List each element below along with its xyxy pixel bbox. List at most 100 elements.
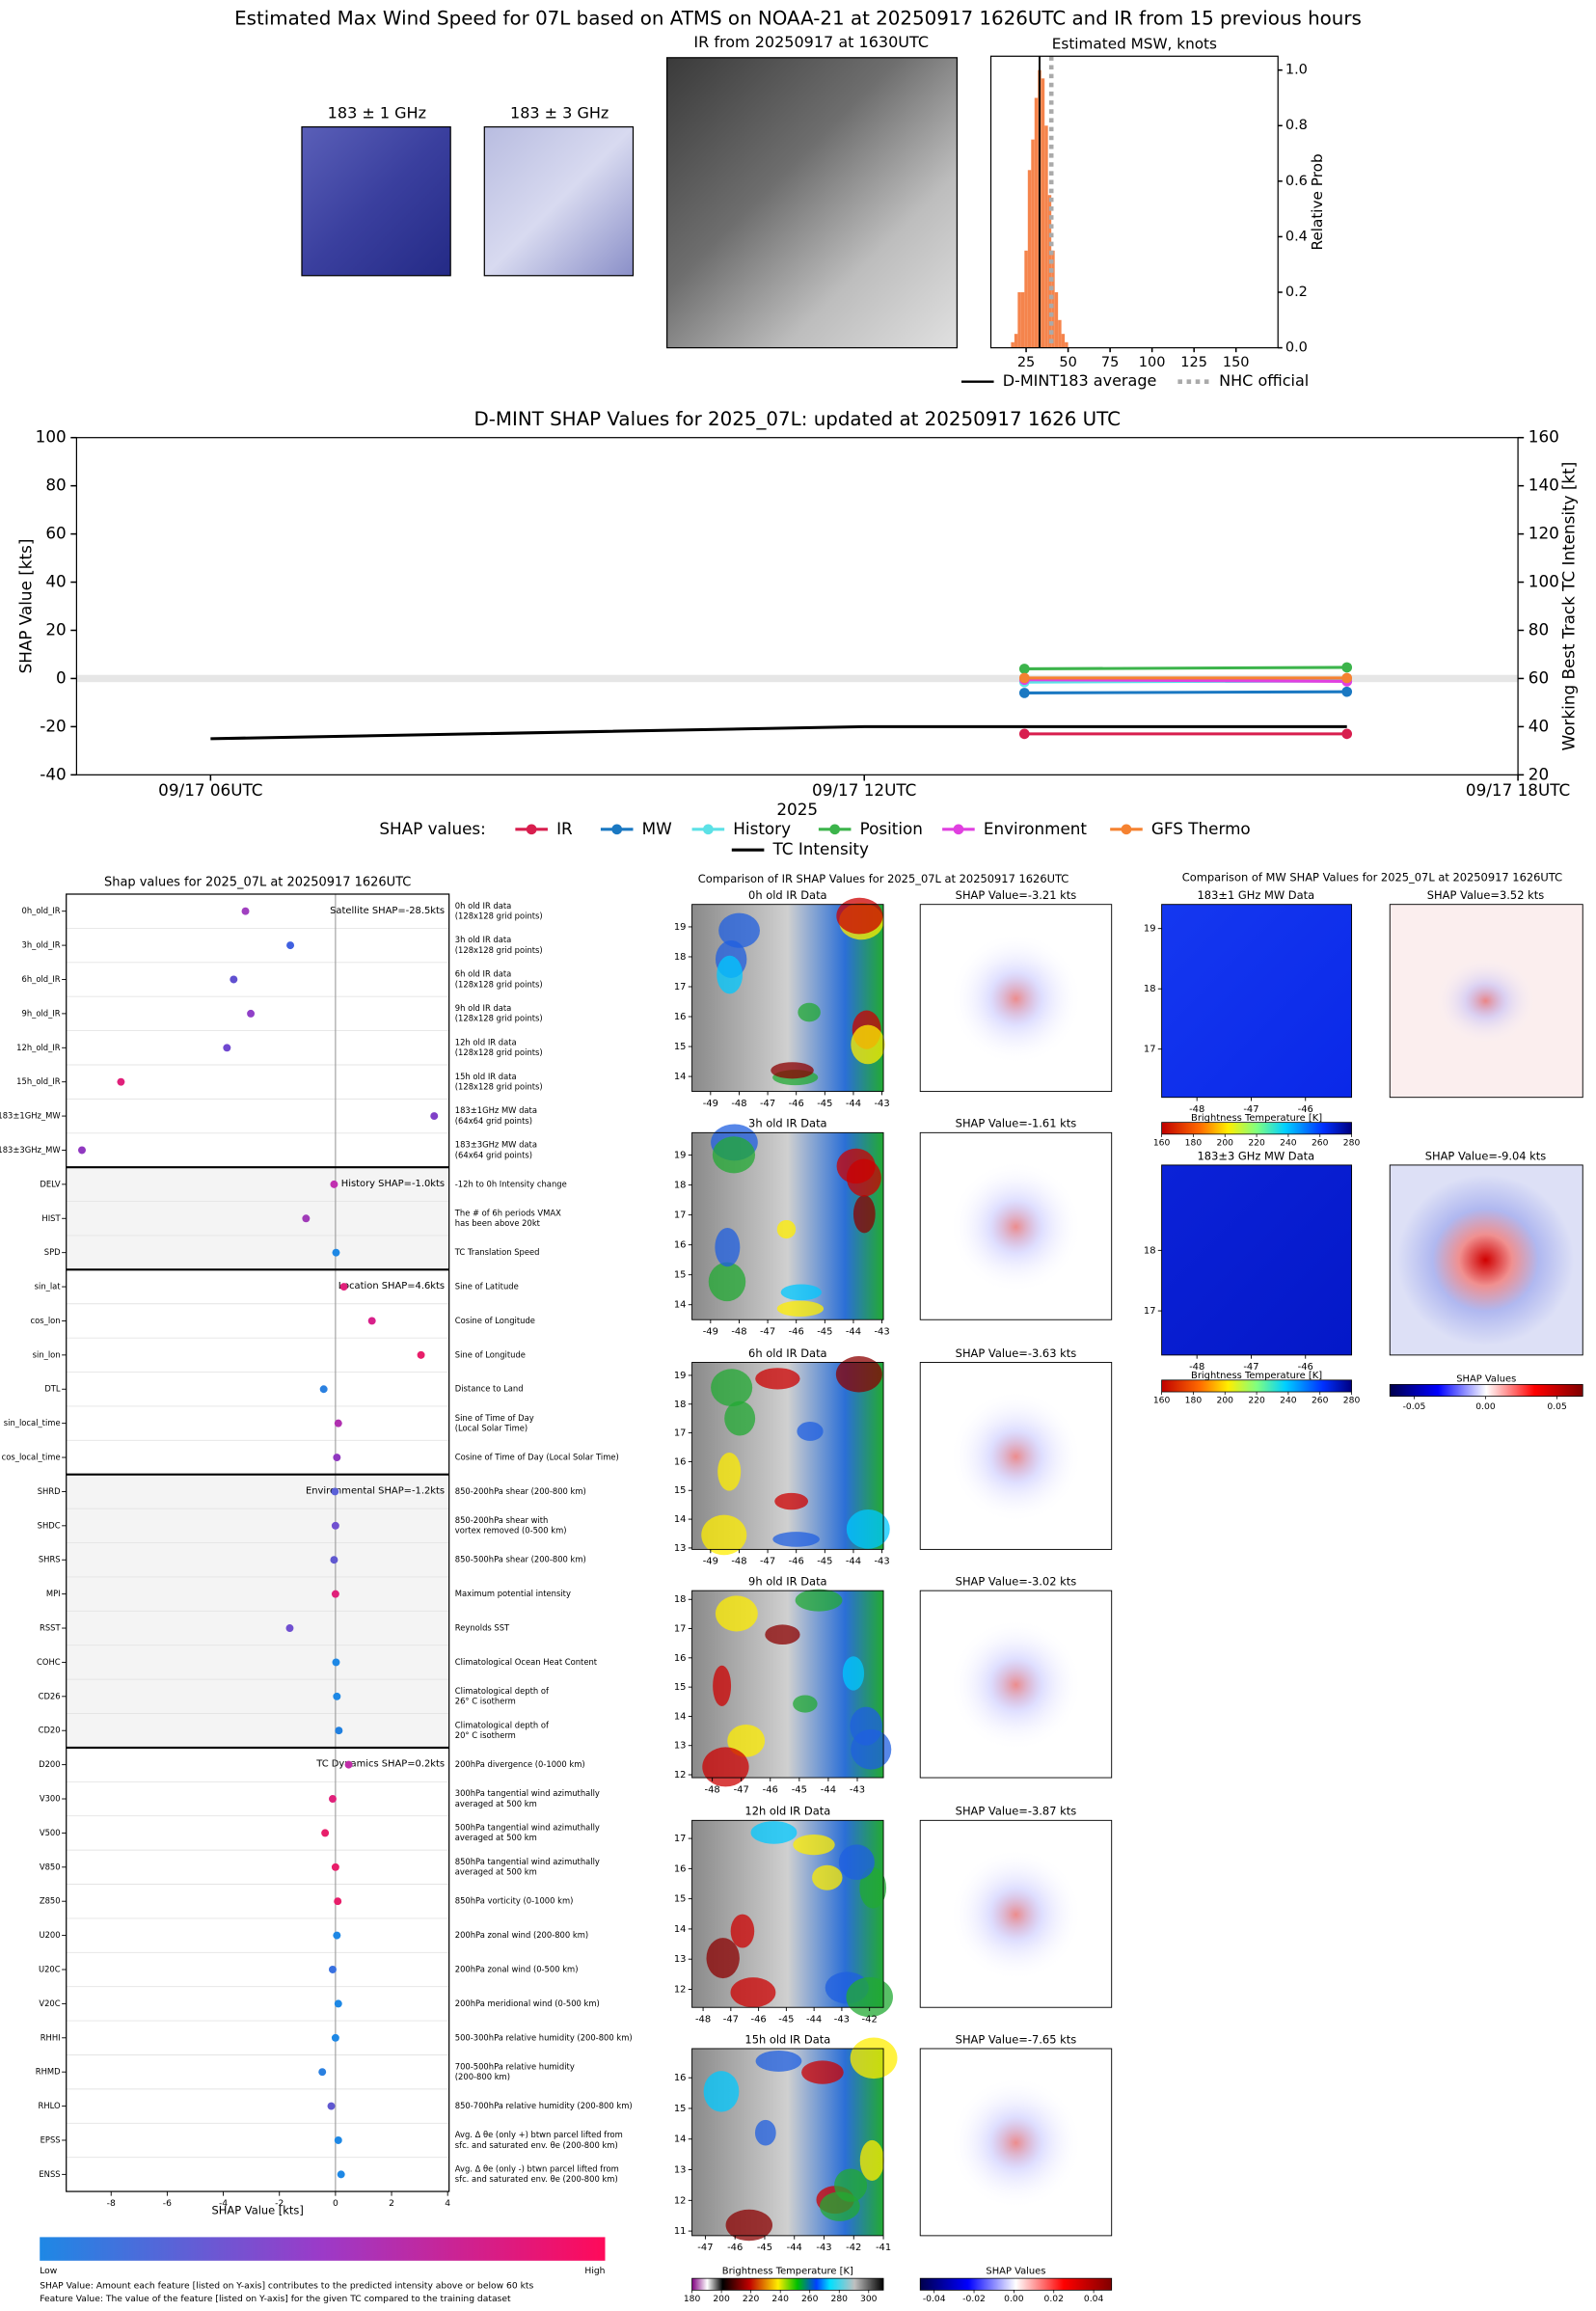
shap-texture	[949, 932, 1083, 1066]
image-texture	[834, 2168, 868, 2202]
image-texture	[703, 2071, 740, 2112]
feature-description: 850hPa tangential wind azimuthally	[455, 1857, 600, 1866]
feature-dot	[247, 1009, 256, 1018]
y-tick-label: 16	[674, 1240, 687, 1251]
footnote: SHAP Value: Amount each feature [listed …	[40, 2280, 533, 2291]
colorbar-high: High	[584, 2266, 605, 2276]
x-tick-label: -44	[846, 1326, 861, 1337]
feature-label: Z850	[40, 1896, 61, 1906]
y-tick-label: 14	[674, 1514, 687, 1525]
y-tick-label: 17	[1144, 1045, 1156, 1055]
series-line	[1024, 678, 1347, 683]
legend-marker	[703, 824, 714, 835]
legend-marker	[953, 824, 964, 835]
feature-description: Cosine of Time of Day (Local Solar Time)	[455, 1453, 619, 1462]
x-tick-label: 125	[1180, 355, 1207, 370]
feature-description: (128x128 grid points)	[455, 979, 543, 989]
x-tick-label: -42	[846, 2243, 861, 2253]
image-texture	[851, 1024, 885, 1065]
feature-colorbar	[40, 2237, 606, 2261]
x-tick-label: -48	[731, 1557, 746, 1567]
x-tick-label: 09/17 12UTC	[812, 780, 916, 800]
bar	[1061, 334, 1066, 348]
y-tick-label: 40	[45, 572, 66, 591]
y-tick-label: 0	[56, 667, 67, 687]
panel-title: Comparison of IR SHAP Values for 2025_07…	[698, 872, 1069, 885]
plot-frame	[989, 55, 1279, 349]
ir-image	[666, 57, 958, 349]
y-tick-label: 20	[45, 619, 66, 639]
feature-label: U20C	[39, 1964, 61, 1973]
feature-description: Sine of Latitude	[455, 1282, 519, 1291]
image-texture	[795, 1589, 843, 1612]
feature-description: 200hPa divergence (0-1000 km)	[455, 1759, 585, 1769]
point	[1018, 672, 1030, 684]
image-title: 3h old IR Data	[748, 1117, 827, 1130]
y-tick-label: 12	[674, 2195, 687, 2206]
feature-dot	[331, 1521, 339, 1530]
x-tick-label: -43	[874, 1099, 889, 1109]
colorbar-tick-label: 260	[801, 2294, 819, 2304]
feature-label: U200	[39, 1930, 60, 1940]
feature-dot	[318, 2068, 327, 2077]
legend-title: SHAP values:	[379, 819, 485, 838]
feature-dot	[367, 1317, 376, 1325]
feature-description: 183±3GHz MW data	[455, 1140, 537, 1150]
image-texture	[801, 2060, 844, 2084]
y-tick-label: 17	[674, 982, 687, 992]
feature-dot	[334, 1999, 342, 2008]
x-tick-label: 25	[1017, 355, 1035, 370]
x-tick-label: -48	[1189, 1104, 1204, 1115]
x-tick-label: -2	[275, 2198, 284, 2209]
colorbar	[691, 2277, 884, 2291]
point	[1341, 686, 1353, 697]
y-tick-label: 19	[674, 1371, 687, 1381]
image-texture	[754, 2119, 776, 2146]
feature-label: sin_local_time	[4, 1418, 61, 1427]
y-tick-label: 18	[1144, 984, 1156, 994]
feature-label: 0h_old_IR	[22, 906, 61, 915]
legend-label: History	[733, 819, 791, 838]
feature-dot	[332, 1658, 340, 1667]
colorbar-tick-label: 280	[1343, 1396, 1361, 1406]
image-texture	[772, 1532, 820, 1547]
feature-description: vortex removed (0-500 km)	[455, 1526, 567, 1536]
feature-description: Climatological Ocean Heat Content	[455, 1657, 598, 1667]
feature-label: SPD	[44, 1247, 61, 1257]
x-tick-label: -46	[789, 1099, 804, 1109]
image-texture	[846, 1158, 881, 1197]
image-texture	[750, 1821, 798, 1844]
chart-title: D-MINT SHAP Values for 2025_07L: updated…	[473, 408, 1121, 430]
feature-description: Avg. Δ θe (only -) btwn parcel lifted fr…	[455, 2164, 619, 2174]
image-texture	[715, 1595, 758, 1632]
point	[1341, 672, 1353, 684]
feature-dot	[335, 1726, 343, 1735]
image-texture	[846, 1509, 890, 1549]
colorbar-label: Brightness Temperature [K]	[1191, 1371, 1322, 1381]
y-axis-label: Relative Prob	[1309, 153, 1326, 250]
feature-description: Cosine of Longitude	[455, 1316, 535, 1325]
legend-marker	[829, 824, 841, 835]
image-title: 12h old IR Data	[744, 1805, 830, 1818]
y-tick-label: -20	[40, 716, 66, 735]
legend-label: TC Intensity	[772, 839, 869, 858]
x-tick-label: -43	[874, 1326, 889, 1337]
feature-label: sin_lon	[33, 1349, 61, 1359]
x-tick-label: -43	[834, 2014, 850, 2025]
x-tick-label: -46	[763, 1784, 778, 1795]
feature-label: D200	[39, 1759, 60, 1769]
y-tick-label: 0.2	[1285, 285, 1308, 300]
x-tick-label: 09/17 06UTC	[158, 780, 262, 800]
image-texture	[842, 1656, 865, 1691]
x-tick-label: -48	[1189, 1362, 1204, 1373]
feature-description: 6h old IR data	[455, 969, 512, 979]
image-texture	[774, 1492, 809, 1510]
y-tick-label: 14	[674, 1072, 687, 1082]
y-tick-label: 15	[674, 1270, 687, 1281]
colorbar-tick-label: 0.04	[1084, 2294, 1104, 2304]
x-tick-label: -44	[846, 1099, 861, 1109]
feature-dot	[117, 1077, 125, 1086]
feature-description: 850-700hPa relative humidity (200-800 km…	[455, 2101, 633, 2110]
feature-description: 200hPa zonal wind (200-800 km)	[455, 1930, 588, 1940]
